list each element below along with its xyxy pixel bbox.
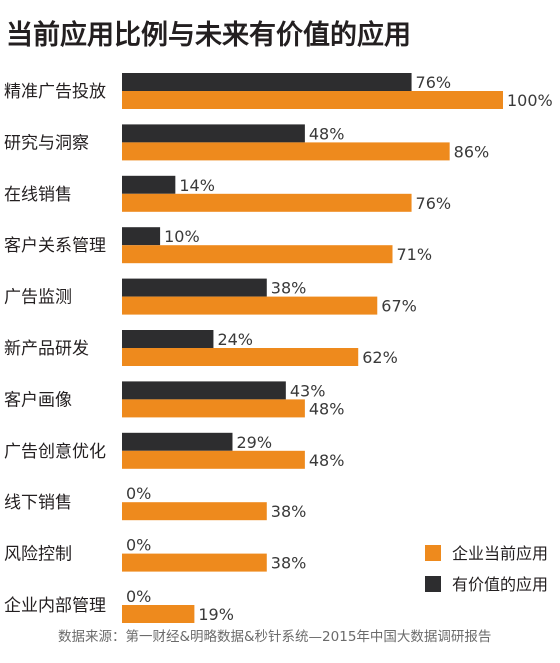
bar-current [122,605,195,623]
category-label: 研究与洞察 [4,133,89,153]
value-label-valuable: 0% [126,484,151,503]
source-note: 数据来源：第一财经&明略数据&秒针系统—2015年中国大数据调研报告 [58,628,491,645]
category-label: 企业内部管理 [4,596,106,616]
bar-valuable [122,330,214,348]
bar-valuable [122,381,286,400]
value-label-current: 100% [507,91,553,110]
category-group: 企业内部管理 0% 19% [4,587,234,624]
value-label-valuable: 14% [179,176,215,195]
legend: 企业当前应用 有价值的应用 [425,544,548,594]
value-label-valuable: 76% [416,73,452,92]
category-group: 新产品研发 24% 62% [4,330,398,367]
category-label: 广告监测 [4,288,72,308]
bar-valuable [122,175,176,194]
bars-layer: 精准广告投放 76% 100% 研究与洞察 48% 86% 在线销售 14% 76% 客户关系管理… [4,73,553,624]
category-label: 广告创意优化 [4,442,106,462]
bar-valuable [122,73,412,91]
category-group: 客户画像 43%48% [4,381,344,418]
legend-swatch-current [425,545,441,561]
value-label-current: 48% [309,451,345,470]
chart-title: 当前应用比例与未来有价值的应用 [6,19,411,51]
category-group: 线下销售 0% 38% [4,484,306,521]
bar-current [122,502,267,521]
category-group: 风险控制 0% 38% [4,536,306,573]
bar-current [122,245,393,264]
value-label-valuable: 38% [271,279,307,298]
bar-valuable [122,278,267,297]
category-label: 在线销售 [4,185,72,205]
value-label-current: 76% [416,194,452,213]
bar-valuable [122,227,161,246]
bar-valuable [122,432,233,451]
value-label-valuable: 10% [164,227,200,246]
value-label-current: 86% [454,142,490,161]
bar-current [122,450,305,469]
value-label-valuable: 0% [126,536,151,555]
bar-current [122,142,450,161]
category-group: 在线销售 14% 76% [4,175,452,213]
legend-label-current: 企业当前应用 [452,544,548,563]
category-label: 风险控制 [4,545,72,565]
bar-valuable [122,124,305,143]
category-group: 广告监测 38% 67% [4,278,417,316]
value-label-current: 62% [362,348,398,367]
bar-current [122,399,305,418]
value-label-valuable: 29% [236,433,272,452]
category-label: 新产品研发 [4,339,89,359]
bar-current [122,296,378,315]
value-label-current: 19% [198,605,234,624]
value-label-current: 38% [271,502,307,521]
value-label-valuable: 24% [217,330,253,349]
category-group: 广告创意优化 29% 48% [4,432,345,470]
value-label-valuable: 48% [309,124,345,143]
bar-current [122,348,359,366]
value-label-current: 38% [271,554,307,573]
value-label-current: 48% [309,399,345,418]
category-group: 客户关系管理 10% 71% [4,227,432,264]
category-label: 客户画像 [4,390,72,410]
category-group: 精准广告投放 76% 100% [4,73,553,110]
category-label: 线下销售 [4,493,72,513]
bar-current [122,553,267,572]
category-label: 精准广告投放 [4,82,106,102]
value-label-current: 71% [397,245,433,264]
legend-swatch-valuable [425,576,441,592]
legend-label-valuable: 有价值的应用 [452,575,548,594]
value-label-current: 67% [381,297,417,316]
bar-current [122,91,503,109]
bar-current [122,193,412,212]
category-label: 客户关系管理 [4,236,106,256]
value-label-valuable: 43% [290,381,326,400]
category-group: 研究与洞察 48% 86% [4,124,489,161]
value-label-valuable: 0% [126,587,151,606]
